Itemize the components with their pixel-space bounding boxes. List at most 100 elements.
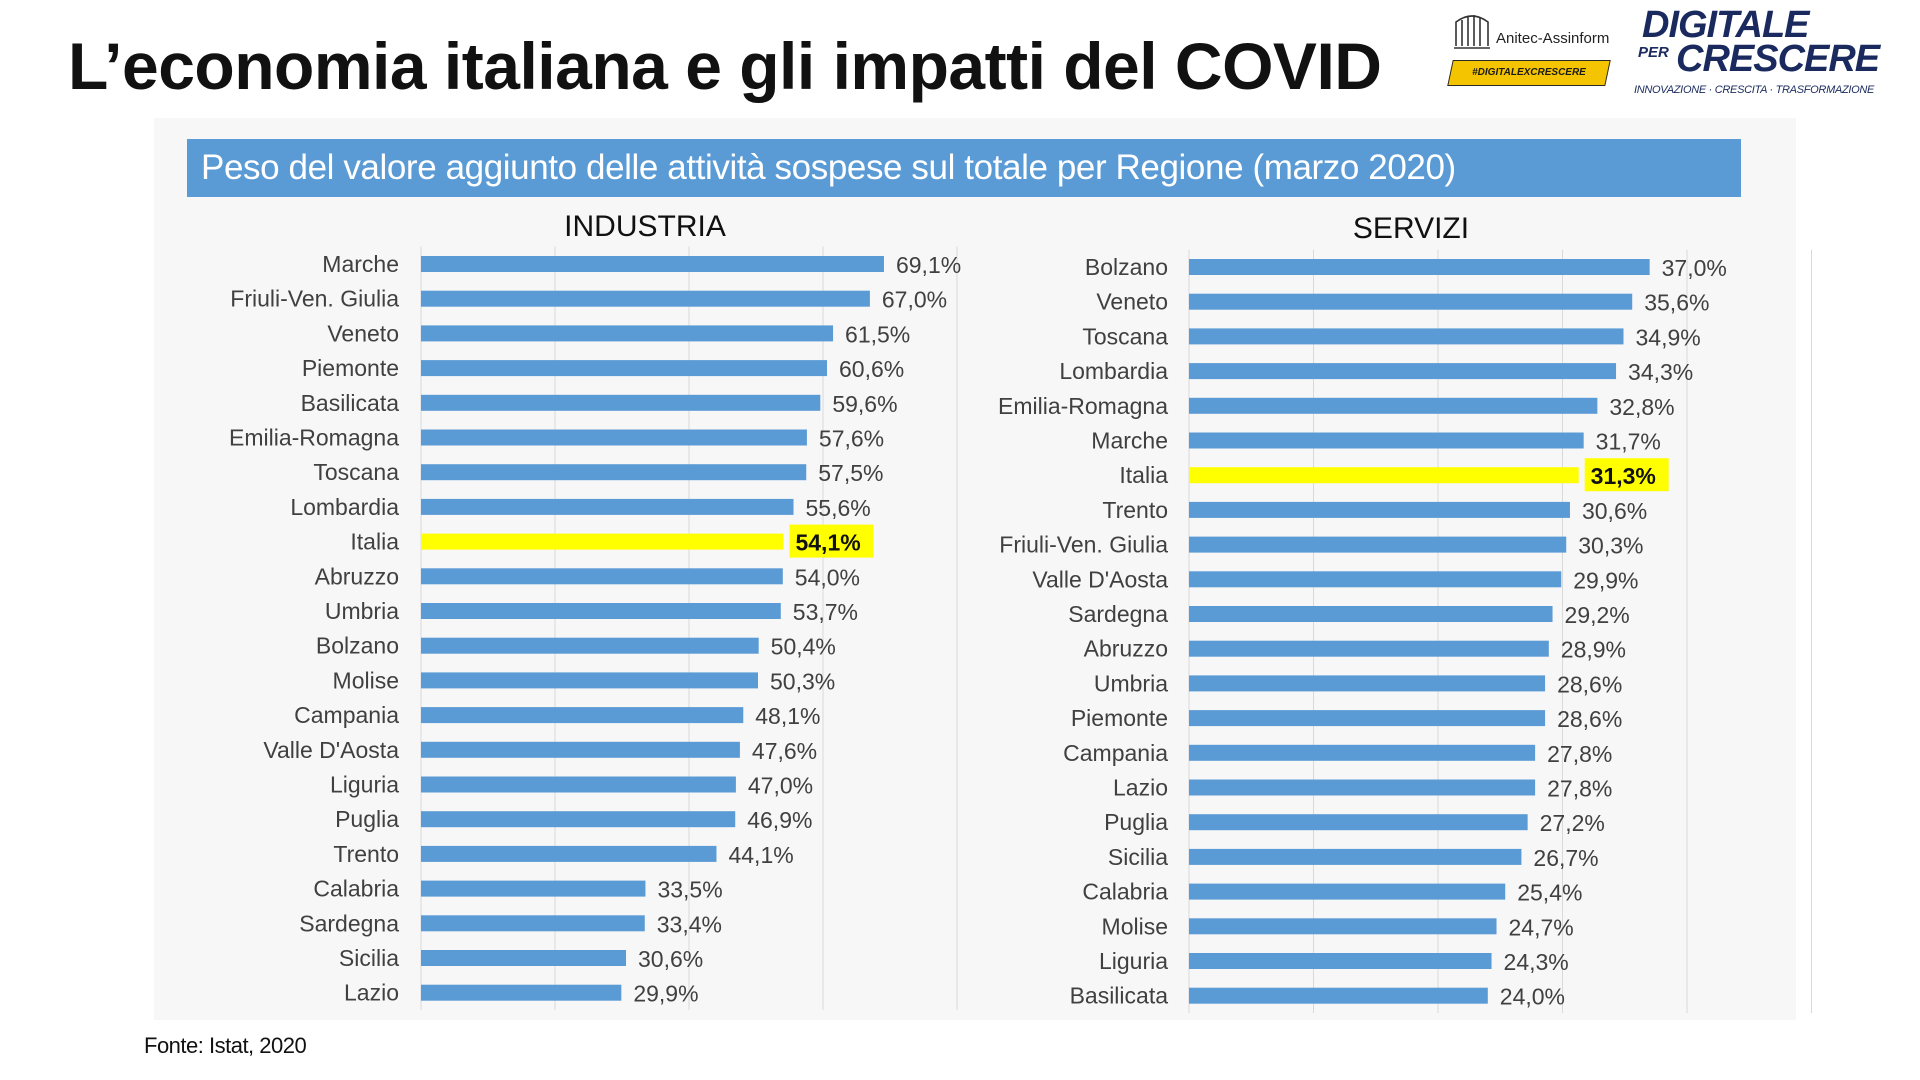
anitec-name: Anitec-Assinform — [1496, 30, 1610, 47]
bar-servizi — [1189, 640, 1549, 657]
bar-servizi — [1189, 814, 1528, 831]
category-label-industria: Toscana — [313, 459, 399, 485]
value-label-industria: 30,6% — [638, 946, 703, 972]
value-label-industria: 61,5% — [845, 321, 910, 347]
category-label-industria: Valle D'Aosta — [263, 737, 399, 763]
category-label-servizi: Abruzzo — [1084, 636, 1168, 662]
bar-industria — [421, 741, 740, 758]
value-label-servizi: 25,4% — [1517, 880, 1582, 906]
category-label-servizi: Friuli-Ven. Giulia — [999, 532, 1168, 558]
value-label-industria: 67,0% — [882, 287, 947, 313]
bar-servizi — [1189, 606, 1553, 622]
value-label-industria: 57,5% — [818, 460, 883, 486]
value-label-industria: 50,4% — [771, 634, 836, 660]
category-label-servizi: Sicilia — [1108, 844, 1168, 870]
category-label-servizi: Umbria — [1094, 670, 1168, 696]
bar-industria — [421, 325, 834, 342]
value-label-industria: 53,7% — [793, 599, 858, 625]
page-title: L’economia italiana e gli impatti del CO… — [68, 29, 1382, 103]
bar-servizi — [1189, 987, 1488, 1004]
category-label-servizi: Lazio — [1113, 775, 1168, 801]
value-label-servizi: 34,3% — [1628, 359, 1693, 385]
category-label-industria: Friuli-Ven. Giulia — [230, 286, 399, 312]
bar-industria — [421, 984, 622, 1001]
category-label-servizi: Basilicata — [1070, 983, 1169, 1009]
bar-servizi — [1189, 883, 1506, 900]
category-label-servizi: Marche — [1091, 428, 1168, 454]
bar-servizi — [1189, 571, 1562, 588]
category-label-industria: Umbria — [325, 598, 399, 624]
bar-industria — [421, 498, 794, 515]
category-label-servizi: Puglia — [1104, 809, 1168, 835]
category-label-industria: Lazio — [344, 980, 399, 1006]
bar-servizi — [1189, 710, 1546, 727]
category-label-industria: Calabria — [313, 876, 399, 902]
value-label-industria: 69,1% — [896, 252, 961, 278]
value-label-industria: 55,6% — [806, 495, 871, 521]
category-label-servizi: Molise — [1102, 913, 1168, 939]
anitec-emblem-icon — [1454, 15, 1490, 49]
bar-industria — [421, 429, 807, 446]
value-label-servizi: 37,0% — [1662, 255, 1727, 281]
bar-servizi — [1189, 259, 1650, 275]
value-label-industria: 57,6% — [819, 426, 884, 452]
category-label-industria: Liguria — [330, 772, 399, 798]
bar-industria — [421, 637, 759, 654]
bar-servizi — [1189, 779, 1536, 796]
chart-title-servizi: SERVIZI — [1353, 212, 1469, 245]
category-label-servizi: Sardegna — [1068, 601, 1168, 627]
chart-banner-title: Peso del valore aggiunto delle attività … — [187, 139, 1741, 197]
value-label-servizi: 31,7% — [1596, 429, 1661, 455]
dpc-word-digitale: DIGITALE — [1642, 4, 1810, 46]
value-label-servizi: 35,6% — [1644, 290, 1709, 316]
category-label-industria: Sicilia — [339, 945, 399, 971]
category-label-industria: Piemonte — [302, 355, 399, 381]
bar-servizi — [1189, 501, 1570, 518]
value-label-industria: 60,6% — [839, 356, 904, 382]
dpc-tagline: INNOVAZIONE · CRESCITA · TRASFORMAZIONE — [1634, 84, 1875, 96]
value-label-industria: 59,6% — [832, 391, 897, 417]
bar-servizi — [1189, 363, 1617, 380]
value-label-servizi: 26,7% — [1533, 845, 1598, 871]
dpc-word-per: PER — [1638, 44, 1669, 61]
bar-servizi — [1189, 432, 1584, 449]
bar-industria — [421, 568, 783, 585]
category-label-industria: Emilia-Romagna — [229, 425, 399, 451]
category-label-servizi: Piemonte — [1071, 705, 1168, 731]
category-label-servizi: Italia — [1119, 462, 1168, 488]
source-note: Fonte: Istat, 2020 — [144, 1033, 307, 1058]
value-highlight-box-industria — [789, 524, 874, 558]
category-label-servizi: Valle D'Aosta — [1032, 566, 1168, 592]
anitec-assinform-logo: Anitec-Assinform #DIGITALEXCRESCERE — [1447, 8, 1616, 88]
value-label-industria: 47,0% — [748, 773, 813, 799]
bar-servizi — [1189, 293, 1633, 310]
category-label-industria: Italia — [350, 529, 399, 555]
category-label-industria: Campania — [294, 702, 399, 728]
bar-industria — [421, 360, 828, 377]
bar-industria — [421, 672, 759, 689]
category-label-servizi: Emilia-Romagna — [998, 393, 1168, 419]
value-label-servizi: 29,2% — [1565, 602, 1630, 628]
category-label-servizi: Bolzano — [1085, 254, 1168, 280]
category-label-servizi: Toscana — [1082, 323, 1168, 349]
bar-servizi — [1189, 397, 1598, 414]
value-label-industria: 50,3% — [770, 668, 835, 694]
bar-industria — [421, 603, 781, 619]
category-label-industria: Trento — [333, 841, 399, 867]
category-label-industria: Puglia — [335, 806, 399, 832]
value-label-servizi: 24,7% — [1509, 914, 1574, 940]
bar-industria — [421, 394, 821, 411]
value-label-industria: 29,9% — [633, 981, 698, 1007]
category-label-servizi: Trento — [1102, 497, 1168, 523]
chart-industria: Marche 69,1% Friuli-Ven. Giulia 67,0% Veneto… — [229, 246, 961, 1011]
category-label-servizi: Campania — [1063, 740, 1168, 766]
value-label-servizi: 30,6% — [1582, 498, 1647, 524]
bar-servizi — [1189, 953, 1492, 969]
category-label-industria: Marche — [322, 251, 399, 277]
value-label-servizi: 24,0% — [1500, 984, 1565, 1010]
value-highlight-box-servizi — [1584, 458, 1669, 492]
value-label-servizi: 24,3% — [1504, 949, 1569, 975]
value-label-servizi: 28,6% — [1557, 671, 1622, 697]
value-label-servizi: 27,8% — [1547, 741, 1612, 767]
value-label-servizi: 29,9% — [1573, 567, 1638, 593]
